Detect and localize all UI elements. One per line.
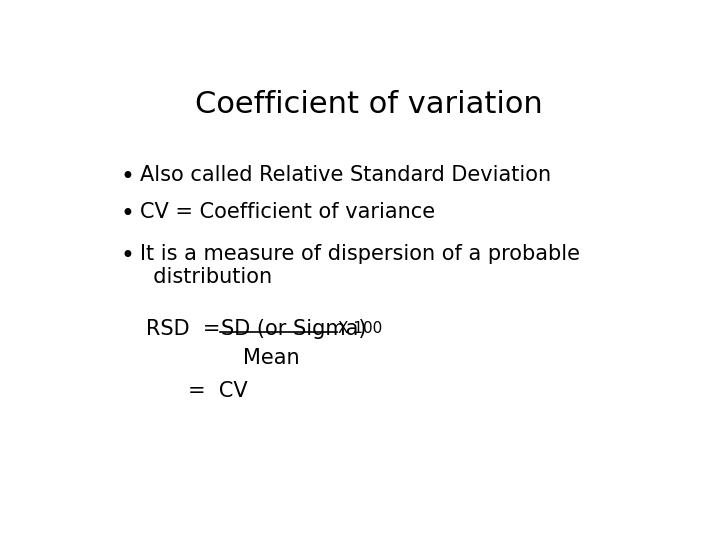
Text: It is a measure of dispersion of a probable
  distribution: It is a measure of dispersion of a proba… [140,244,580,287]
Text: Mean: Mean [243,348,300,368]
Text: Also called Relative Standard Deviation: Also called Relative Standard Deviation [140,165,552,185]
Text: CV = Coefficient of variance: CV = Coefficient of variance [140,202,436,222]
Text: •: • [121,165,135,188]
Text: •: • [121,202,135,226]
Text: RSD  =: RSD = [145,319,227,339]
Text: Coefficient of variation: Coefficient of variation [195,90,543,119]
Text: •: • [121,244,135,268]
Text: =  CV: = CV [188,381,247,401]
Text: X 100: X 100 [338,321,382,336]
Text: SD (or Sigma): SD (or Sigma) [221,319,366,339]
